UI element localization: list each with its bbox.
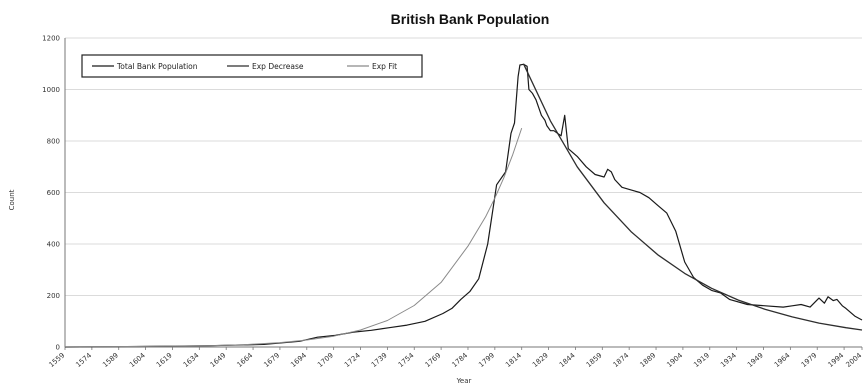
x-axis-label: Year	[456, 377, 472, 385]
x-tick-label: 1859	[585, 351, 604, 369]
x-tick-label: 1964	[773, 351, 792, 369]
x-tick-label: 1874	[612, 351, 631, 369]
x-tick-label: 1844	[558, 351, 577, 369]
x-tick-label: 1724	[343, 351, 362, 369]
y-axis-label: Count	[8, 189, 16, 210]
x-tick-label: 1619	[155, 351, 174, 369]
x-tick-label: 1649	[209, 351, 228, 369]
y-tick-label: 0	[56, 344, 60, 352]
y-tick-label: 1000	[42, 86, 60, 94]
series-line-total-bank-population	[64, 63, 863, 348]
x-tick-label: 1559	[47, 351, 66, 369]
y-axis-ticks: 0 200 400 600 800 1000 1200	[42, 35, 60, 352]
y-tick-label: 400	[47, 241, 60, 249]
x-tick-label: 1574	[74, 351, 93, 369]
x-tick-label: 1679	[262, 351, 281, 369]
y-tick-label: 600	[47, 189, 60, 197]
y-tick-label: 800	[47, 138, 60, 146]
x-tick-label: 1949	[746, 351, 765, 369]
series-line-exp-fit	[64, 127, 523, 348]
x-tick-label: 1589	[101, 351, 120, 369]
chart-title: British Bank Population	[391, 11, 550, 27]
x-tick-label: 1709	[316, 351, 335, 369]
x-tick-label: 1754	[397, 351, 416, 369]
x-tick-label: 1934	[719, 351, 738, 369]
legend-label: Exp Decrease	[252, 62, 304, 71]
x-tick-label: 1694	[289, 351, 308, 369]
x-tick-label: 1904	[665, 351, 684, 369]
x-tick-label: 1919	[692, 351, 711, 369]
x-tick-label: 1889	[639, 351, 658, 369]
y-tick-label: 1200	[42, 35, 60, 43]
x-tick-label: 1739	[370, 351, 389, 369]
x-tick-label: 1769	[424, 351, 443, 369]
legend-label: Total Bank Population	[116, 62, 198, 71]
series-line-exp-decrease	[522, 63, 863, 331]
x-tick-label: 1979	[800, 351, 819, 369]
x-tick-label: 1634	[182, 351, 201, 369]
legend-label: Exp Fit	[372, 62, 397, 71]
legend-box	[81, 54, 423, 78]
legend: Total Bank Population Exp Decrease Exp Fit	[81, 54, 423, 78]
y-tick-label: 200	[47, 292, 60, 300]
x-tick-label: 2004	[844, 351, 863, 369]
x-tick-label: 1814	[504, 351, 523, 369]
series-lines	[64, 63, 863, 348]
x-tick-label: 1799	[477, 351, 496, 369]
x-tick-label: 1604	[128, 351, 147, 369]
x-tick-label: 1784	[450, 351, 469, 369]
x-axis-ticks: 1559 1574 1589 1604 1619 1634 1649 1664 1679 1694…	[47, 347, 864, 369]
x-tick-label: 1829	[531, 351, 550, 369]
x-tick-label: 1664	[236, 351, 255, 369]
x-tick-label: 1994	[827, 351, 846, 369]
